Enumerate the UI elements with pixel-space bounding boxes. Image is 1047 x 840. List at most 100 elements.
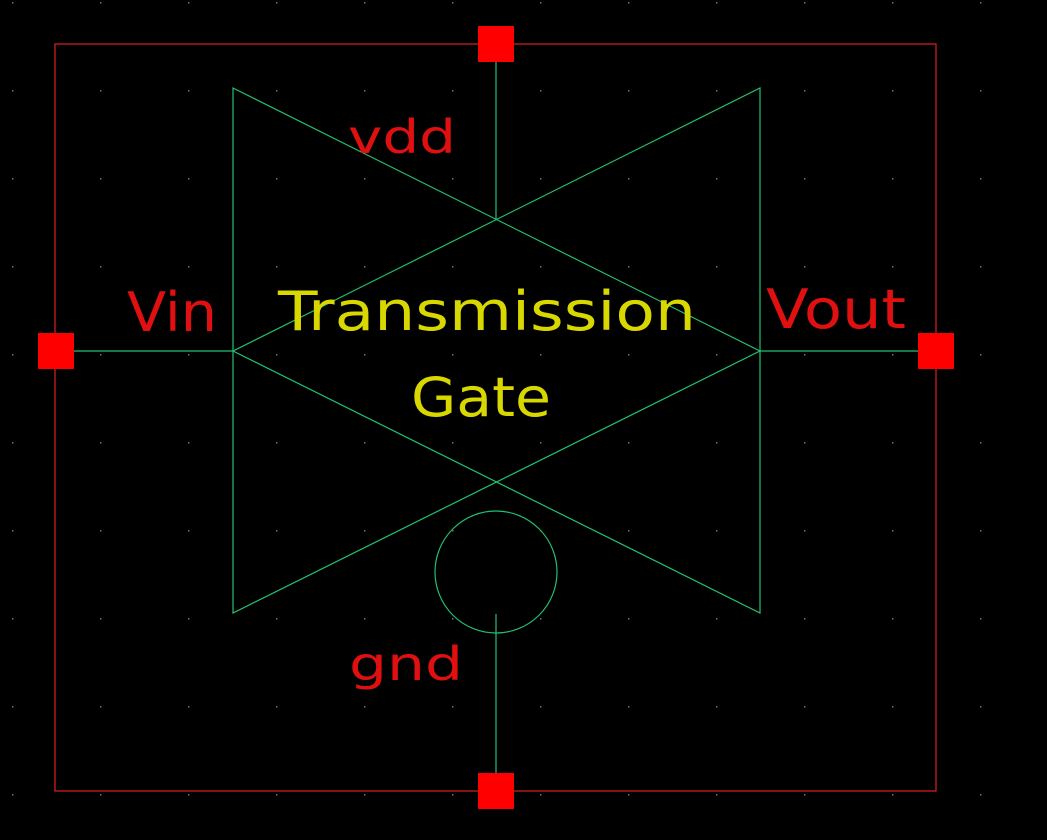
transmission-gate-body — [56, 44, 936, 791]
grid-dot — [100, 706, 102, 708]
grid-dot — [716, 794, 718, 796]
grid-dot — [540, 90, 542, 92]
grid-dot — [716, 266, 718, 268]
grid-dot — [716, 530, 718, 532]
grid-dot — [540, 354, 542, 356]
grid-dot — [12, 794, 14, 796]
grid-dot — [276, 794, 278, 796]
grid-dot — [12, 618, 14, 620]
grid-dot — [364, 354, 366, 356]
grid-dot — [188, 442, 190, 444]
grid-dot — [892, 90, 894, 92]
grid-dot — [100, 618, 102, 620]
grid-dot — [716, 618, 718, 620]
grid-dot — [188, 530, 190, 532]
pin-squares — [38, 26, 954, 809]
grid-dot — [12, 90, 14, 92]
grid-dot — [980, 442, 982, 444]
grid-dot — [276, 178, 278, 180]
grid-dot — [452, 266, 454, 268]
grid-dot — [12, 2, 14, 4]
grid-dot — [892, 794, 894, 796]
title-line-1: Transmission — [277, 280, 696, 343]
grid-dot — [804, 442, 806, 444]
grid-dot — [628, 530, 630, 532]
grid-dot — [364, 90, 366, 92]
grid-dot — [100, 90, 102, 92]
grid-dot — [188, 618, 190, 620]
grid-dot — [100, 178, 102, 180]
grid-dot — [804, 266, 806, 268]
grid-dot — [452, 354, 454, 356]
grid-dot — [628, 618, 630, 620]
grid-dot — [364, 178, 366, 180]
grid-dot — [276, 442, 278, 444]
grid-dot — [892, 2, 894, 4]
grid-dot — [100, 442, 102, 444]
vin-pin[interactable] — [38, 333, 74, 369]
grid-dot — [100, 354, 102, 356]
grid-dot — [804, 530, 806, 532]
vout-label: Vout — [766, 278, 906, 341]
vout-pin[interactable] — [918, 333, 954, 369]
grid-dot — [452, 90, 454, 92]
grid-dot — [100, 794, 102, 796]
pin-labels: vdd Vin Vout gnd — [127, 110, 906, 691]
grid-dot — [980, 618, 982, 620]
grid-dot — [804, 618, 806, 620]
grid-dot — [892, 706, 894, 708]
grid-dot — [540, 266, 542, 268]
grid-dot — [12, 266, 14, 268]
grid-dot — [188, 90, 190, 92]
grid-dot — [452, 530, 454, 532]
gnd-pin[interactable] — [478, 773, 514, 809]
grid-dot — [716, 354, 718, 356]
grid-dot — [628, 90, 630, 92]
grid-dot — [716, 178, 718, 180]
grid-dot — [628, 706, 630, 708]
grid-dot — [452, 2, 454, 4]
grid-dot — [628, 266, 630, 268]
grid-dot — [452, 178, 454, 180]
snap-grid — [12, 2, 982, 796]
grid-dot — [716, 442, 718, 444]
grid-dot — [980, 2, 982, 4]
grid-dot — [892, 618, 894, 620]
grid-dot — [980, 794, 982, 796]
grid-dot — [892, 266, 894, 268]
vdd-label: vdd — [348, 110, 456, 164]
grid-dot — [188, 794, 190, 796]
vdd-pin[interactable] — [478, 26, 514, 62]
grid-dot — [980, 706, 982, 708]
grid-dot — [804, 90, 806, 92]
gnd-label: gnd — [349, 637, 463, 691]
grid-dot — [628, 354, 630, 356]
grid-dot — [100, 530, 102, 532]
grid-dot — [628, 178, 630, 180]
grid-dot — [540, 442, 542, 444]
grid-dot — [276, 530, 278, 532]
grid-dot — [276, 90, 278, 92]
grid-dot — [804, 2, 806, 4]
grid-dot — [892, 442, 894, 444]
grid-dot — [276, 2, 278, 4]
grid-dot — [892, 178, 894, 180]
grid-dot — [276, 706, 278, 708]
grid-dot — [540, 618, 542, 620]
grid-dot — [364, 2, 366, 4]
grid-dot — [364, 706, 366, 708]
grid-dot — [804, 354, 806, 356]
grid-dot — [100, 266, 102, 268]
grid-dot — [452, 618, 454, 620]
grid-dot — [980, 530, 982, 532]
grid-dot — [716, 706, 718, 708]
grid-dot — [540, 706, 542, 708]
grid-dot — [188, 706, 190, 708]
vin-label: Vin — [127, 281, 217, 344]
upper-hourglass-triangles — [232, 87, 761, 352]
grid-dot — [892, 354, 894, 356]
grid-dot — [716, 2, 718, 4]
grid-dot — [100, 2, 102, 4]
